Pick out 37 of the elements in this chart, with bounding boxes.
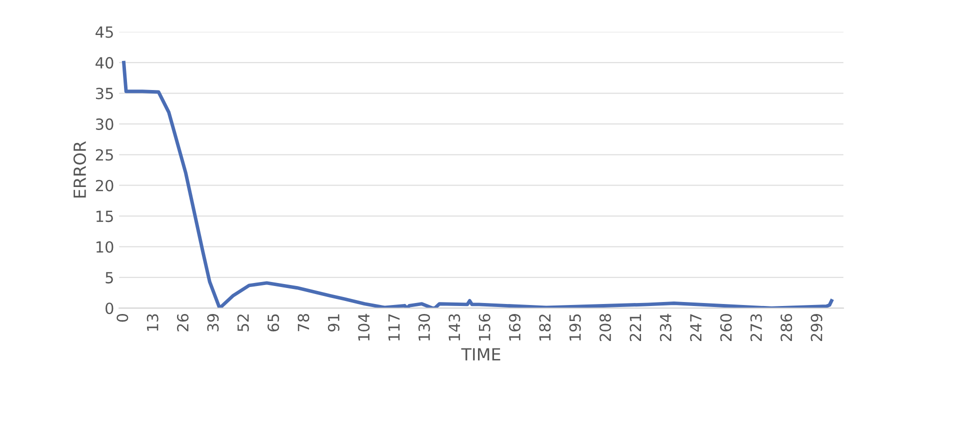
x-tick-label: 0 bbox=[116, 314, 128, 322]
x-tick-label: 52 bbox=[237, 314, 249, 332]
x-tick-label: 78 bbox=[298, 314, 310, 332]
y-tick-label: 10 bbox=[96, 241, 114, 253]
x-tick-label: 13 bbox=[146, 314, 158, 331]
x-tick-label: 104 bbox=[358, 314, 370, 340]
x-tick-label: 182 bbox=[539, 314, 551, 340]
y-tick-label: 15 bbox=[96, 210, 113, 222]
x-tick-label: 247 bbox=[690, 314, 702, 342]
y-tick-label: 40 bbox=[96, 57, 114, 69]
x-tick-label: 143 bbox=[448, 314, 460, 340]
x-tick-label: 221 bbox=[630, 314, 642, 342]
y-tick-label: 35 bbox=[96, 88, 113, 100]
x-tick-label: 130 bbox=[418, 314, 430, 340]
x-tick-label: 65 bbox=[268, 314, 280, 332]
x-tick-label: 117 bbox=[388, 314, 400, 340]
x-tick-label: 39 bbox=[207, 314, 219, 332]
y-tick-label: 25 bbox=[96, 149, 113, 161]
x-tick-label: 286 bbox=[780, 314, 792, 342]
x-tick-label: 195 bbox=[569, 314, 581, 340]
x-axis-title: TIME bbox=[461, 348, 500, 360]
x-tick-label: 169 bbox=[508, 314, 521, 340]
x-tick-label: 234 bbox=[660, 314, 672, 342]
x-tick-label: 260 bbox=[720, 314, 732, 342]
x-tick-label: 91 bbox=[328, 314, 340, 332]
x-tick-label: 26 bbox=[177, 314, 189, 332]
x-tick-label: 208 bbox=[600, 314, 612, 342]
y-tick-label: 0 bbox=[106, 302, 114, 314]
x-tick-label: 299 bbox=[810, 314, 822, 342]
y-tick-label: 30 bbox=[96, 118, 114, 130]
y-tick-label: 5 bbox=[106, 272, 113, 284]
y-tick-label: 20 bbox=[96, 180, 114, 192]
x-tick-label: 156 bbox=[478, 314, 490, 340]
x-tick-label: 273 bbox=[750, 314, 762, 342]
y-axis-title: ERROR bbox=[73, 141, 86, 198]
line-series bbox=[122, 60, 834, 308]
y-tick-label: 45 bbox=[96, 26, 113, 38]
